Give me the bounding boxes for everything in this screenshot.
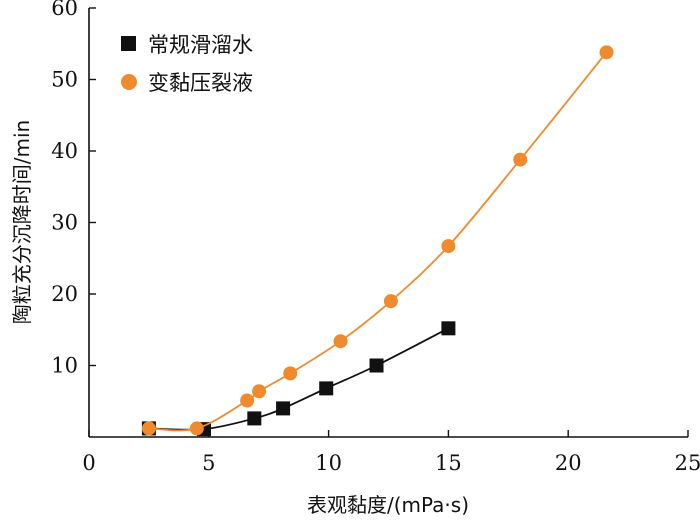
data-point-circle (141, 421, 156, 436)
data-point-circle (513, 152, 528, 167)
y-tick-label: 60 (51, 0, 78, 20)
y-axis-label: 陶粒充分沉降时间/min (10, 120, 34, 324)
legend-marker-square (121, 36, 136, 51)
y-tick-label: 10 (51, 354, 78, 378)
series-square (141, 321, 456, 437)
data-point-square (247, 411, 262, 426)
ticks: 0 5 10 15 20 25 10 20 30 40 50 60 (51, 0, 700, 475)
data-point-circle (599, 45, 614, 60)
series-layer (141, 45, 614, 437)
legend-label: 常规滑溜水 (148, 33, 253, 57)
x-axis-label: 表观黏度/(mPa·s) (307, 493, 469, 517)
data-point-square (441, 321, 456, 336)
legend-label: 变黏压裂液 (148, 71, 253, 95)
y-tick-label: 50 (51, 68, 78, 92)
data-point-circle (189, 421, 204, 436)
y-tick-label: 40 (51, 139, 78, 163)
data-point-square (319, 381, 334, 396)
x-tick-label: 20 (555, 451, 582, 475)
series-line (148, 51, 608, 432)
legend-item: 常规滑溜水 (121, 33, 253, 57)
y-tick-label: 30 (51, 211, 78, 235)
data-point-circle (441, 239, 456, 254)
data-point-circle (252, 384, 267, 399)
legend-item: 变黏压裂液 (121, 71, 253, 95)
x-tick-label: 15 (435, 451, 462, 475)
data-point-circle (240, 393, 255, 408)
data-point-circle (383, 294, 398, 309)
y-tick-label: 20 (51, 282, 78, 306)
x-tick-label: 0 (82, 451, 95, 475)
x-tick-label: 10 (315, 451, 342, 475)
x-tick-label: 5 (202, 451, 215, 475)
x-tick-label: 25 (675, 451, 700, 475)
series-line (148, 327, 449, 431)
series-circle (141, 45, 614, 436)
data-point-circle (333, 334, 348, 349)
data-point-square (369, 358, 384, 373)
legend-marker-circle (121, 74, 137, 90)
data-point-square (276, 401, 291, 416)
data-point-circle (283, 366, 298, 381)
